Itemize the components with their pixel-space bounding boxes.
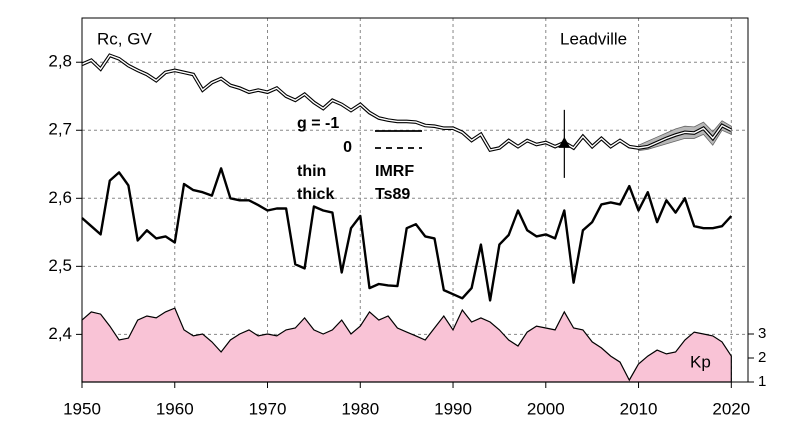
y2-tick-label: 3 xyxy=(758,325,766,342)
y-tick-label: 2,4 xyxy=(48,324,72,343)
line-core xyxy=(81,54,732,151)
chart-title: Leadville xyxy=(560,29,627,48)
legend-style: thick xyxy=(297,186,334,203)
x-tick-label: 1970 xyxy=(249,399,287,418)
point xyxy=(558,136,571,148)
y-axis-label: Rc, GV xyxy=(97,29,152,48)
x-tick-label: 1990 xyxy=(434,399,472,418)
plot-frame xyxy=(81,17,749,383)
legend-label: 0 xyxy=(343,139,352,156)
area-label: Kp xyxy=(690,352,711,371)
x-tick-label: 2020 xyxy=(712,399,750,418)
legend-name: Ts89 xyxy=(375,186,410,203)
y-tick-label: 2,5 xyxy=(48,256,72,275)
x-tick-label: 1980 xyxy=(341,399,379,418)
y2-tick-label: 1 xyxy=(758,373,766,390)
x-tick-label: 2000 xyxy=(527,399,565,418)
y-tick-label: 2,6 xyxy=(48,188,72,207)
x-tick-label: 1950 xyxy=(63,399,101,418)
legend-name: IMRF xyxy=(375,163,414,180)
x-tick-label: 2010 xyxy=(620,399,658,418)
y-tick-label: 2,8 xyxy=(48,52,72,71)
y-tick-label: 2,7 xyxy=(48,120,72,139)
band xyxy=(638,120,732,152)
line xyxy=(81,167,733,302)
x-tick-label: 1960 xyxy=(156,399,194,418)
legend-style: thin xyxy=(297,163,326,180)
area xyxy=(81,307,732,383)
legend-label: g = -1 xyxy=(297,115,339,132)
y2-tick-label: 2 xyxy=(758,349,766,366)
